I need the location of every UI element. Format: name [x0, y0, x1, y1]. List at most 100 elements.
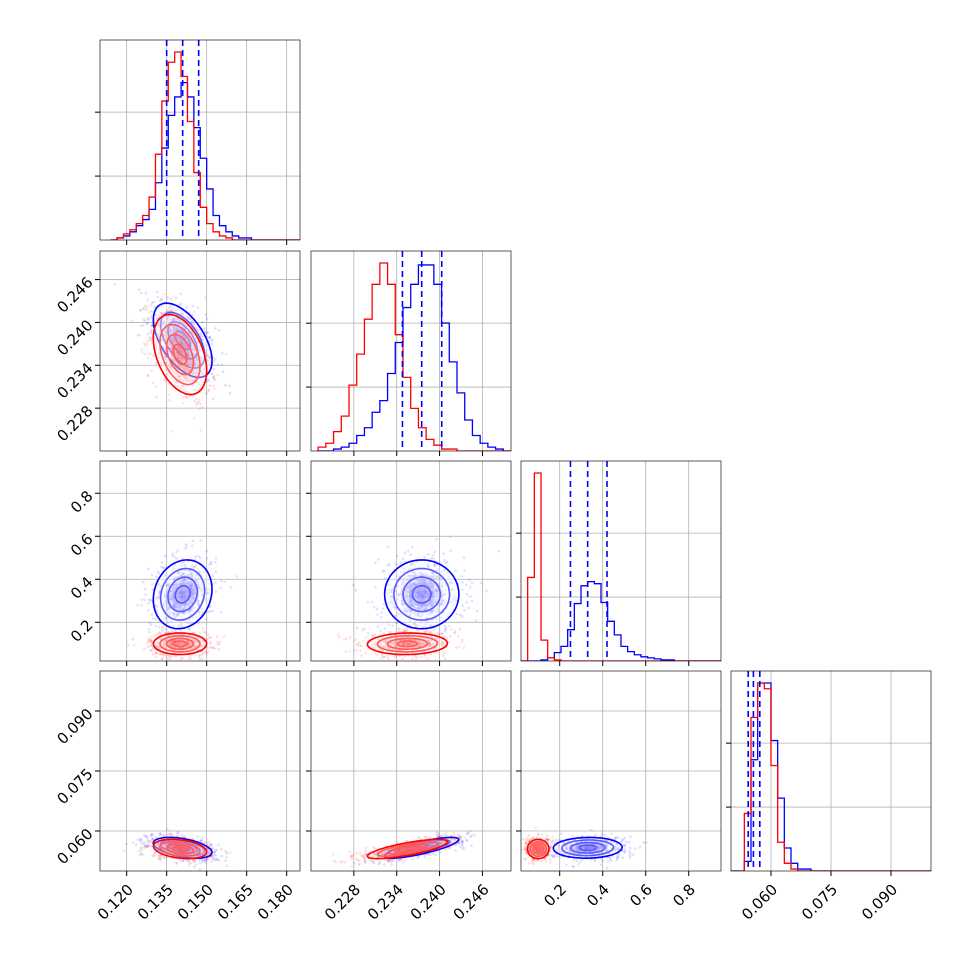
scatter-point [179, 321, 182, 324]
scatter-point [183, 370, 187, 373]
scatter-point [348, 636, 352, 639]
scatter-point [423, 578, 426, 581]
density-cell [172, 599, 180, 608]
scatter-point [169, 598, 173, 601]
scatter-point [163, 596, 167, 600]
scatter-point [169, 640, 173, 644]
scatter-point [188, 342, 191, 345]
scatter-point [150, 369, 154, 372]
scatter-point [211, 582, 215, 586]
scatter-point [409, 594, 412, 597]
scatter-point [143, 598, 146, 602]
scatter-point [423, 556, 426, 559]
scatter-point [173, 339, 177, 343]
scatter-point [197, 329, 201, 332]
scatter-point [461, 840, 464, 843]
scatter-point [342, 638, 346, 642]
scatter-point [172, 590, 175, 594]
scatter-point [415, 583, 418, 587]
scatter-point [196, 361, 200, 365]
scatter-point [137, 288, 141, 292]
scatter-point [463, 608, 466, 612]
scatter-point [176, 330, 180, 333]
scatter-point [447, 611, 451, 615]
scatter-point [182, 357, 186, 361]
density-cell [166, 592, 173, 601]
scatter-point [147, 601, 150, 605]
scatter-point [157, 590, 160, 594]
scatter-point [376, 625, 380, 628]
scatter-point [192, 592, 196, 595]
scatter-point [192, 593, 196, 596]
scatter-point [161, 625, 164, 629]
scatter-point [148, 621, 151, 625]
scatter-point [184, 344, 188, 347]
scatter-point [164, 573, 168, 576]
contour-series-1 [172, 343, 188, 366]
panel-content [100, 251, 300, 451]
scatter-point [183, 376, 187, 380]
scatter-point [210, 342, 214, 346]
scatter-point [215, 849, 219, 852]
scatter-point [151, 300, 155, 304]
density-cell [179, 605, 186, 614]
scatter-point [162, 321, 166, 325]
scatter-point [441, 603, 445, 607]
scatter-point [182, 572, 186, 576]
scatter-point [170, 365, 173, 369]
scatter-point [189, 583, 192, 586]
scatter-point [167, 621, 171, 624]
scatter-point [399, 561, 403, 565]
scatter-point [183, 578, 186, 582]
scatter-point [200, 369, 203, 373]
scatter-point [173, 364, 177, 368]
scatter-point [195, 403, 198, 407]
scatter-point [217, 843, 220, 847]
scatter-point [363, 627, 366, 630]
scatter-point [170, 640, 174, 644]
scatter-point [175, 614, 179, 618]
scatter-point [427, 565, 430, 569]
scatter-point [182, 572, 185, 576]
scatter-point [205, 354, 208, 358]
scatter-point [186, 642, 190, 646]
scatter-point [443, 601, 446, 605]
scatter-point [176, 592, 180, 596]
scatter-point [383, 631, 386, 635]
density-cell [185, 357, 193, 366]
scatter-point [208, 336, 212, 339]
scatter-point [186, 396, 190, 399]
scatter-point [186, 363, 190, 366]
scatter-point [431, 554, 435, 557]
scatter-point [163, 334, 166, 338]
scatter-point [162, 654, 165, 657]
density-cell [171, 355, 177, 365]
scatter-point [195, 327, 199, 331]
scatter-point [180, 312, 183, 316]
density-cell [183, 335, 189, 345]
scatter-point [161, 364, 164, 368]
scatter-point [167, 373, 170, 376]
scatter-point [429, 581, 433, 584]
scatter-point [171, 325, 175, 328]
scatter-point [437, 604, 441, 608]
scatter-point [352, 649, 356, 652]
scatter-point [448, 535, 452, 538]
scatter-point [213, 377, 217, 381]
scatter-point [172, 578, 175, 581]
scatter-point [149, 844, 153, 848]
scatter-point [200, 638, 204, 642]
scatter-point [430, 609, 433, 613]
scatter-point [173, 555, 176, 559]
scatter-point [185, 337, 189, 341]
density-cell [171, 364, 177, 374]
scatter-point [214, 560, 217, 564]
scatter-point [401, 557, 405, 561]
scatter-point [179, 615, 183, 618]
scatter-point [206, 591, 209, 595]
scatter-point [397, 627, 401, 631]
scatter-point [425, 619, 429, 623]
scatter-point [192, 388, 196, 392]
scatter-point [159, 311, 163, 315]
scatter-point [179, 605, 182, 609]
